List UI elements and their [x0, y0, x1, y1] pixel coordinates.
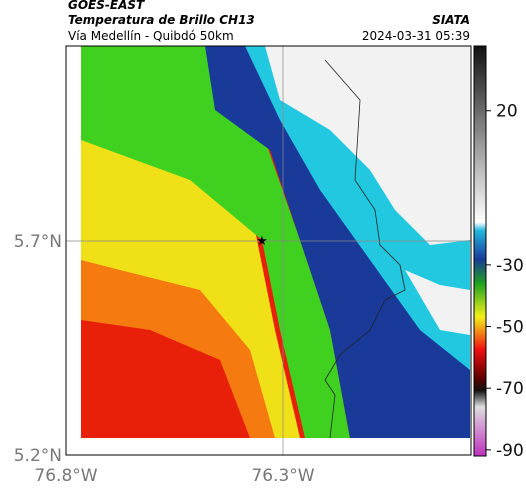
- coastline: [324, 59, 406, 439]
- colorbar-tick-label: -90: [496, 441, 524, 461]
- source: SIATA: [432, 13, 470, 27]
- satellite-image: [81, 46, 470, 438]
- lat-label: 5.7°N: [14, 232, 62, 252]
- map-frame: [65, 45, 472, 456]
- colorbar-tick-label: -30: [496, 256, 524, 276]
- lat-label: 5.2°N: [14, 446, 62, 466]
- location-marker: ★: [256, 234, 268, 249]
- subtitle: Temperatura de Brillo CH13: [68, 13, 255, 27]
- title: GOES-EAST: [68, 0, 145, 12]
- colorbar-tick-label: -50: [496, 318, 524, 338]
- colorbar: [473, 45, 487, 457]
- location: Vía Medellín - Quibdó 50km: [68, 29, 234, 43]
- colorbar-tick-label: -70: [496, 379, 524, 399]
- lon-label: 76.3°W: [251, 466, 314, 486]
- lon-label: 76.8°W: [34, 466, 97, 486]
- colorbar-tick-label: 20: [496, 102, 518, 122]
- datetime: 2024-03-31 05:39: [362, 29, 470, 43]
